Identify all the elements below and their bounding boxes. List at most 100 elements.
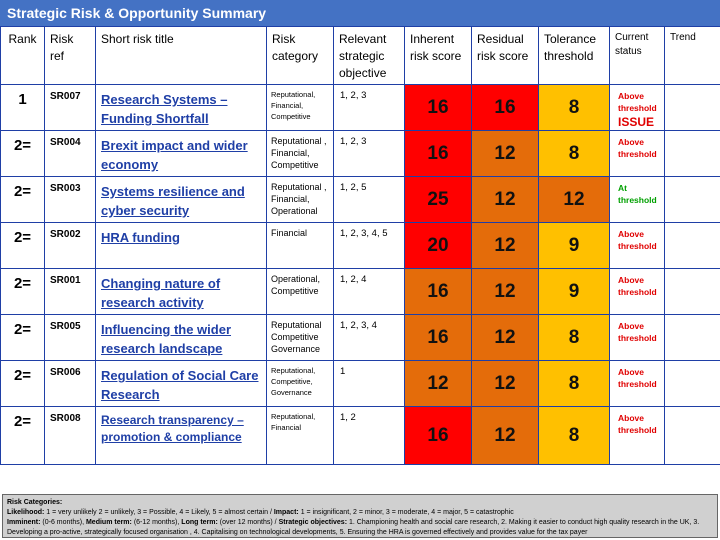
risk-ref-cell: SR002 xyxy=(44,222,96,269)
inherent-score-cell: 12 xyxy=(404,360,472,407)
risk-ref-cell: SR007 xyxy=(44,84,96,131)
title-cell: Influencing the wider research landscape xyxy=(95,314,267,361)
table-row: 2= SR008 Research transparency – promoti… xyxy=(0,406,720,465)
residual-score-cell: 12 xyxy=(471,314,539,361)
rank-cell: 2= xyxy=(0,176,45,223)
header-status: Current status xyxy=(609,26,665,85)
imminent-text: (0-6 months), xyxy=(40,519,86,526)
risk-title-link[interactable]: Brexit impact and wider economy xyxy=(101,138,248,172)
status-cell: Above threshold xyxy=(609,222,665,269)
risk-title-link[interactable]: Research Systems – Funding Shortfall xyxy=(101,92,228,126)
rank-cell: 1 xyxy=(0,84,45,131)
category-cell: Reputational , Financial, Competitive xyxy=(266,130,334,177)
tolerance-cell: 9 xyxy=(538,222,610,269)
residual-score-cell: 16 xyxy=(471,84,539,131)
risk-ref-cell: SR005 xyxy=(44,314,96,361)
title-cell: Research transparency – promotion & comp… xyxy=(95,406,267,465)
category-cell: Financial xyxy=(266,222,334,269)
status-text: Above threshold xyxy=(618,367,657,389)
rank-cell: 2= xyxy=(0,130,45,177)
long-label: Long term: xyxy=(181,519,218,526)
header-trend: Trend xyxy=(664,26,720,85)
objective-cell: 1 xyxy=(333,360,405,407)
header-risk-ref: Risk ref xyxy=(44,26,96,85)
trend-cell xyxy=(664,130,720,177)
status-cell: Above threshold ISSUE xyxy=(609,84,665,131)
risk-ref-cell: SR008 xyxy=(44,406,96,465)
trend-cell xyxy=(664,406,720,465)
tolerance-cell: 8 xyxy=(538,360,610,407)
table-header-row: Rank Risk ref Short risk title Risk cate… xyxy=(0,26,720,85)
inherent-score-cell: 16 xyxy=(404,268,472,315)
category-cell: Reputational Competitive Governance xyxy=(266,314,334,361)
residual-score-cell: 12 xyxy=(471,360,539,407)
status-text: Above threshold xyxy=(618,321,657,343)
risk-summary-table: Rank Risk ref Short risk title Risk cate… xyxy=(0,26,720,465)
impact-label: Impact: xyxy=(273,509,299,516)
rank-cell: 2= xyxy=(0,406,45,465)
table-row: 2= SR005 Influencing the wider research … xyxy=(0,314,720,361)
status-text: At threshold xyxy=(618,183,657,205)
status-cell: Above threshold xyxy=(609,130,665,177)
table-row: 2= SR006 Regulation of Social Care Resea… xyxy=(0,360,720,407)
page-title: Strategic Risk & Opportunity Summary xyxy=(0,0,720,26)
trend-cell xyxy=(664,314,720,361)
inherent-score-cell: 20 xyxy=(404,222,472,269)
status-cell: At threshold xyxy=(609,176,665,223)
imminent-label: Imminent: xyxy=(7,519,41,526)
likelihood-text: 1 = very unlikely 2 = unlikely, 3 = Poss… xyxy=(44,509,274,516)
residual-score-cell: 12 xyxy=(471,176,539,223)
residual-score-cell: 12 xyxy=(471,268,539,315)
risk-title-link[interactable]: Influencing the wider research landscape xyxy=(101,322,232,356)
title-cell: Brexit impact and wider economy xyxy=(95,130,267,177)
inherent-score-cell: 16 xyxy=(404,84,472,131)
objective-cell: 1, 2, 5 xyxy=(333,176,405,223)
objective-cell: 1, 2, 3 xyxy=(333,130,405,177)
status-text: Above threshold xyxy=(618,413,657,435)
residual-score-cell: 12 xyxy=(471,130,539,177)
risk-ref-cell: SR003 xyxy=(44,176,96,223)
table-row: 2= SR001 Changing nature of research act… xyxy=(0,268,720,315)
category-cell: Reputational, Financial xyxy=(266,406,334,465)
header-inherent: Inherent risk score xyxy=(404,26,472,85)
tolerance-cell: 8 xyxy=(538,130,610,177)
title-cell: HRA funding xyxy=(95,222,267,269)
category-cell: Reputational, Financial, Competitive xyxy=(266,84,334,131)
risk-title-link[interactable]: Systems resilience and cyber security xyxy=(101,184,245,218)
table-row: 2= SR003 Systems resilience and cyber se… xyxy=(0,176,720,223)
risk-title-link[interactable]: HRA funding xyxy=(101,230,180,245)
table-row: 2= SR004 Brexit impact and wider economy… xyxy=(0,130,720,177)
inherent-score-cell: 16 xyxy=(404,314,472,361)
tolerance-cell: 8 xyxy=(538,84,610,131)
risk-ref-cell: SR004 xyxy=(44,130,96,177)
title-cell: Regulation of Social Care Research xyxy=(95,360,267,407)
risk-ref-cell: SR006 xyxy=(44,360,96,407)
rank-cell: 2= xyxy=(0,268,45,315)
tolerance-cell: 12 xyxy=(538,176,610,223)
inherent-score-cell: 16 xyxy=(404,406,472,465)
status-text: Above threshold xyxy=(618,275,657,297)
rank-cell: 2= xyxy=(0,222,45,269)
residual-score-cell: 12 xyxy=(471,222,539,269)
footer-term-line: Imminent: (0-6 months), Medium term: (6-… xyxy=(7,518,713,538)
title-cell: Research Systems – Funding Shortfall xyxy=(95,84,267,131)
table-row: 2= SR002 HRA funding Financial 1, 2, 3, … xyxy=(0,222,720,269)
status-cell: Above threshold xyxy=(609,268,665,315)
objective-cell: 1, 2, 3 xyxy=(333,84,405,131)
likelihood-label: Likelihood: xyxy=(7,509,45,516)
trend-cell xyxy=(664,268,720,315)
trend-cell xyxy=(664,84,720,131)
risk-title-link[interactable]: Regulation of Social Care Research xyxy=(101,368,259,402)
objectives-text: 1. Championing health and social care re… xyxy=(7,519,700,536)
status-text: Above threshold xyxy=(618,229,657,251)
status-cell: Above threshold xyxy=(609,360,665,407)
objective-cell: 1, 2, 3, 4 xyxy=(333,314,405,361)
category-cell: Reputational, Competitive, Governance xyxy=(266,360,334,407)
risk-title-link[interactable]: Research transparency – promotion & comp… xyxy=(101,413,244,444)
footer-heading: Risk Categories: xyxy=(7,499,63,506)
risk-title-link[interactable]: Changing nature of research activity xyxy=(101,276,221,310)
rank-cell: 2= xyxy=(0,314,45,361)
inherent-score-cell: 16 xyxy=(404,130,472,177)
trend-cell xyxy=(664,222,720,269)
risk-ref-cell: SR001 xyxy=(44,268,96,315)
